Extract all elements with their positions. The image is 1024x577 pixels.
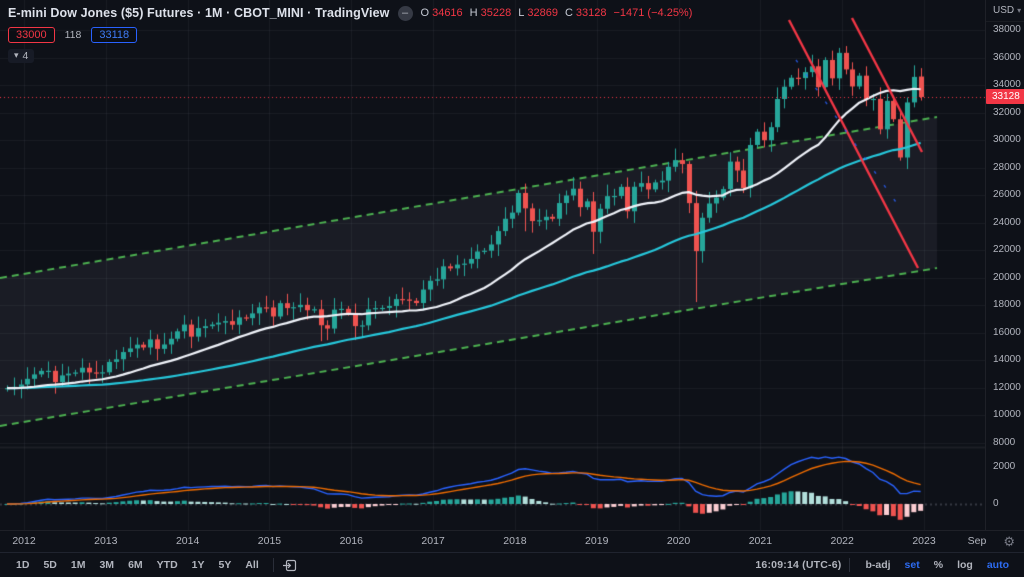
time-axis[interactable]: ⚙ 2012 2013 2014 2015 2016 2017 2018 2019 2020 20…	[0, 530, 1024, 553]
ohlc-values: O 34616 H 35228 L 32869 C 33128 −1471 (−4.25…	[421, 7, 693, 19]
year-tick-label: 2015	[257, 535, 282, 547]
year-tick-label: 2017	[421, 535, 445, 547]
year-tick-label: 2018	[503, 535, 527, 547]
price-chart-canvas[interactable]	[0, 0, 985, 530]
spread-badge: 118	[64, 28, 82, 41]
price-tick-label: 36000	[993, 51, 1021, 63]
open-label: O	[420, 7, 430, 19]
price-tick-label: 32000	[993, 106, 1021, 118]
price-tick-label: 14000	[993, 354, 1021, 365]
year-tick-label: 2019	[585, 535, 609, 547]
currency-label: USD	[993, 5, 1015, 16]
hide-legend-button[interactable]: –	[397, 5, 413, 21]
auto-scale-toggle[interactable]: auto	[986, 559, 1009, 571]
symbol-title[interactable]: E-mini Dow Jones ($5) Futures · 1M · CBO…	[8, 6, 390, 20]
range-button-5d[interactable]: 5D	[43, 559, 57, 571]
collapsed-indicators-chip[interactable]: ▾ 4	[8, 49, 35, 63]
date-range-buttons: 1D 5D 1M 3M 6M YTD 1Y 5Y All	[0, 557, 265, 573]
range-button-5y[interactable]: 5Y	[218, 559, 232, 571]
price-alert-badge-high[interactable]: 33118	[91, 26, 138, 43]
price-axis[interactable]: USD ▾ 33128 38000 36000 34000 32000 30000 280…	[985, 0, 1024, 530]
price-alert-badge-low[interactable]: 33000	[8, 26, 55, 43]
range-button-1m[interactable]: 1M	[70, 559, 86, 571]
chevron-down-icon: ▾	[14, 49, 19, 60]
price-tick-label: 16000	[993, 326, 1021, 338]
price-tick-label: 12000	[993, 381, 1021, 393]
settlement-toggle[interactable]: set	[904, 559, 920, 571]
bottom-toolbar: 1D 5D 1M 3M 6M YTD 1Y 5Y All 16:09:14 (UTC-6) b-…	[0, 552, 1024, 577]
year-tick-label: 2021	[748, 535, 773, 547]
indicator-tick-label: 0	[993, 498, 999, 509]
year-tick-label: 2022	[830, 535, 854, 547]
price-tick-label: 30000	[993, 134, 1021, 145]
minus-icon: –	[401, 6, 409, 19]
range-button-6m[interactable]: 6M	[128, 559, 143, 571]
price-tick-label: 34000	[993, 79, 1021, 90]
close-label: C	[564, 7, 573, 19]
year-tick-label: 2014	[175, 535, 200, 547]
month-tick-label: Sep	[967, 535, 987, 547]
range-button-3m[interactable]: 3M	[99, 559, 115, 571]
year-tick-label: 2020	[666, 535, 691, 547]
price-tick-label: 10000	[993, 409, 1021, 420]
price-tick-label: 28000	[993, 161, 1021, 173]
year-tick-label: 2012	[12, 535, 36, 547]
price-tick-label: 26000	[993, 189, 1021, 200]
year-tick-label: 2023	[912, 535, 936, 547]
log-scale-toggle[interactable]: log	[957, 559, 973, 571]
collapsed-indicators-count: 4	[22, 50, 29, 62]
range-button-ytd[interactable]: YTD	[156, 559, 178, 571]
range-button-1y[interactable]: 1Y	[191, 559, 205, 571]
back-adjust-toggle[interactable]: b-adj	[865, 559, 891, 571]
price-tick-label: 38000	[993, 24, 1021, 35]
close-value: 33128	[575, 7, 607, 19]
toolbar-divider	[272, 558, 274, 572]
price-tick-label: 18000	[993, 299, 1021, 310]
percent-scale-toggle[interactable]: %	[933, 559, 944, 571]
range-button-1d[interactable]: 1D	[16, 559, 30, 571]
currency-selector[interactable]: USD ▾	[986, 0, 1024, 22]
toolbar-divider	[849, 558, 851, 572]
range-button-all[interactable]: All	[245, 559, 259, 571]
price-tick-label: 24000	[993, 216, 1021, 228]
open-value: 34616	[432, 7, 463, 19]
chevron-down-icon: ▾	[1017, 6, 1022, 15]
low-label: L	[518, 7, 525, 19]
clock-timezone-button[interactable]: 16:09:14 (UTC-6)	[755, 559, 842, 571]
price-tick-label: 22000	[993, 244, 1021, 255]
chart-legend: E-mini Dow Jones ($5) Futures · 1M · CBO…	[8, 4, 692, 64]
low-value: 32869	[527, 7, 558, 19]
year-tick-label: 2016	[339, 535, 363, 547]
high-label: H	[469, 7, 478, 19]
price-tick-label: 8000	[993, 436, 1016, 448]
chart-pane[interactable]: E-mini Dow Jones ($5) Futures · 1M · CBO…	[0, 0, 985, 530]
year-tick-label: 2013	[94, 535, 118, 547]
indicator-tick-label: 2000	[993, 461, 1016, 472]
go-to-date-icon[interactable]	[282, 559, 297, 572]
high-value: 35228	[480, 7, 512, 19]
price-tick-label: 20000	[993, 271, 1021, 283]
change-value: −1471 (−4.25%)	[613, 7, 693, 19]
current-price-label: 33128	[986, 88, 1024, 104]
axis-settings-gear-icon[interactable]: ⚙	[1003, 534, 1015, 549]
